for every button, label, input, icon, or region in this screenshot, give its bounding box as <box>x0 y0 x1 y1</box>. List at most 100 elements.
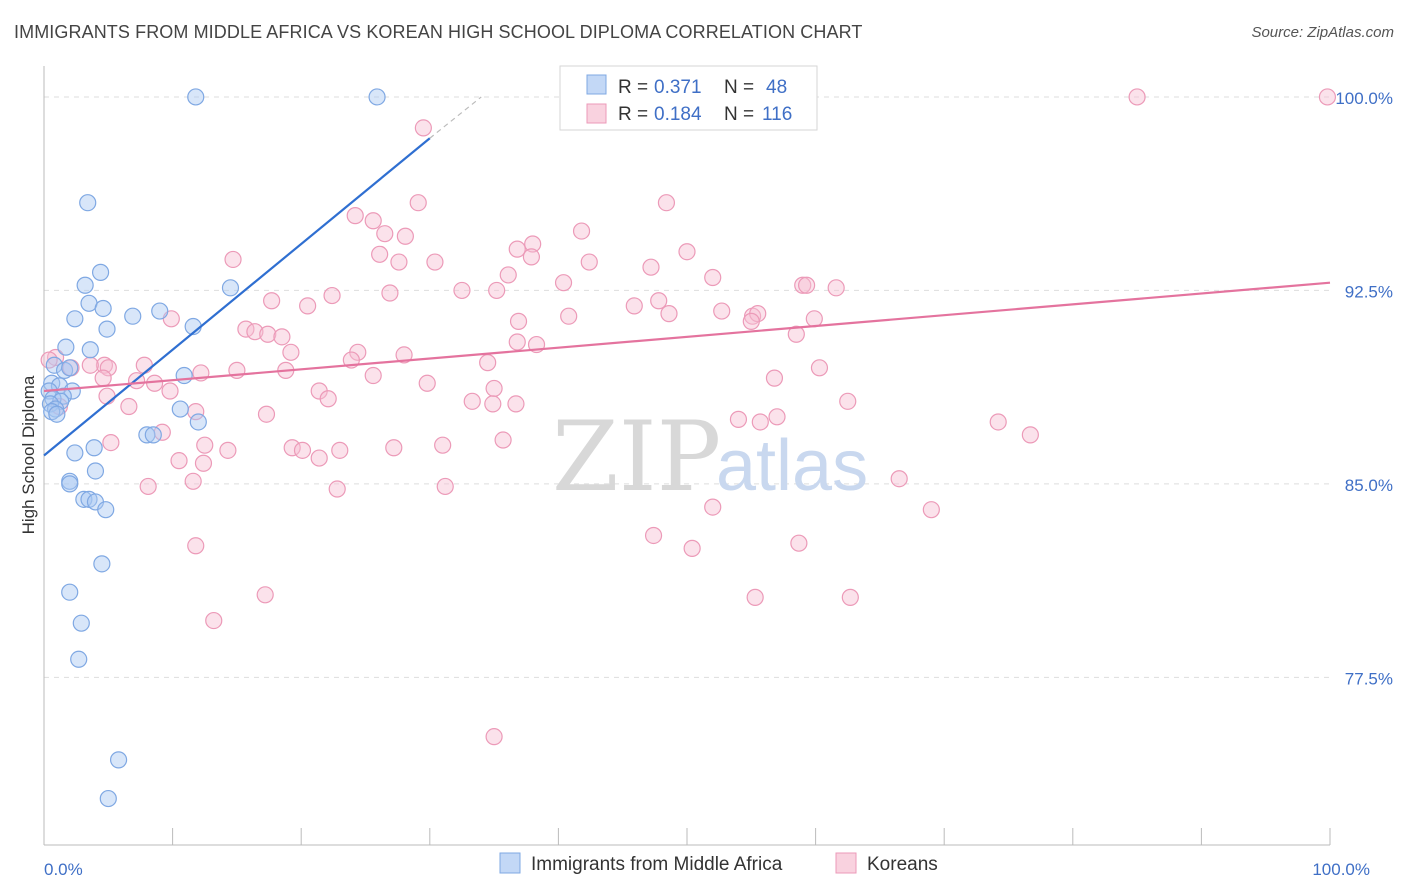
data-point <box>485 379 503 398</box>
data-point <box>170 452 188 470</box>
data-point <box>189 413 207 431</box>
data-point <box>479 354 497 372</box>
y-tick-label: 100.0% <box>1335 89 1393 108</box>
data-point <box>426 253 444 271</box>
data-point <box>323 286 341 305</box>
legend-r-label-1: R = <box>618 77 648 98</box>
data-point <box>120 397 138 416</box>
data-point <box>376 225 394 243</box>
trend-line-koreans <box>43 281 1331 393</box>
data-point <box>572 222 591 240</box>
data-point <box>331 441 349 459</box>
y-tick-label: 92.5% <box>1345 282 1393 301</box>
data-point <box>642 258 660 276</box>
middle-africa-points <box>40 88 386 808</box>
data-point <box>890 470 908 488</box>
data-point <box>124 307 142 325</box>
data-point <box>409 194 427 212</box>
legend-r-value-2: 0.184 <box>654 104 702 125</box>
data-point <box>273 328 291 346</box>
data-point <box>246 323 264 341</box>
bottom-legend-label-1: Immigrants from Middle Africa <box>531 854 783 875</box>
legend-box: R = 0.371 N = 48 R = 0.184 N = 116 <box>559 65 818 131</box>
data-point <box>99 359 117 377</box>
data-point <box>485 728 503 746</box>
data-point <box>135 356 153 374</box>
data-point <box>93 555 111 573</box>
data-point <box>144 426 162 444</box>
data-point <box>453 281 471 300</box>
data-point <box>794 276 812 294</box>
data-point <box>434 436 452 454</box>
data-point <box>98 387 116 405</box>
data-point <box>99 789 117 808</box>
data-point <box>40 351 58 369</box>
data-point <box>109 751 128 769</box>
data-point <box>86 462 105 480</box>
data-point <box>368 88 386 106</box>
data-point <box>414 119 432 137</box>
grid-layer <box>44 96 1330 678</box>
data-point <box>644 526 663 545</box>
data-point <box>381 284 399 302</box>
trend-line-middle-africa <box>43 137 431 457</box>
data-point <box>1021 426 1039 444</box>
data-point <box>94 369 112 387</box>
trend-line-extension <box>429 96 482 139</box>
data-point <box>346 207 364 225</box>
data-point <box>371 245 389 263</box>
data-point <box>161 382 179 400</box>
data-point <box>1128 88 1146 106</box>
data-point <box>484 395 502 413</box>
data-point <box>293 441 312 459</box>
data-point <box>797 276 816 294</box>
data-point <box>171 400 189 418</box>
legend-n-value-2: 116 <box>762 104 792 125</box>
data-point <box>94 299 112 318</box>
data-point <box>746 588 764 606</box>
bottom-legend: Immigrants from Middle Africa Koreans <box>499 852 938 875</box>
data-point <box>827 279 845 297</box>
data-point <box>184 472 202 490</box>
data-point <box>319 390 337 408</box>
data-point <box>364 366 382 385</box>
data-point <box>70 650 88 668</box>
data-point <box>257 405 276 423</box>
data-point <box>524 235 542 253</box>
data-point <box>395 346 413 364</box>
data-point <box>102 434 120 452</box>
data-point <box>72 614 90 632</box>
data-point <box>61 359 79 377</box>
chart-title: IMMIGRANTS FROM MIDDLE AFRICA VS KOREAN … <box>14 22 863 42</box>
data-point <box>508 333 526 351</box>
data-point <box>922 501 940 519</box>
x-tick-label-max: 100.0% <box>1312 860 1370 879</box>
data-point <box>560 307 578 325</box>
data-point <box>175 366 193 385</box>
koreans-points <box>40 88 1337 746</box>
data-point <box>704 268 722 287</box>
data-point <box>768 408 786 426</box>
data-point <box>787 325 805 343</box>
data-point <box>151 302 169 320</box>
legend-n-value-1: 48 <box>766 77 787 98</box>
data-point <box>729 410 748 428</box>
watermark-zip: ZIP <box>552 401 721 513</box>
data-point <box>63 382 81 400</box>
data-point <box>790 534 808 552</box>
data-point <box>224 250 242 269</box>
bottom-legend-swatch-blue <box>499 852 521 874</box>
data-point <box>385 439 403 457</box>
x-ticks <box>43 828 1331 845</box>
data-point <box>66 444 84 462</box>
data-point <box>256 586 274 604</box>
data-point <box>650 292 668 310</box>
legend-swatch-blue <box>586 74 607 95</box>
data-point <box>48 405 66 423</box>
data-point <box>396 227 414 245</box>
data-point <box>1318 88 1337 106</box>
data-point <box>61 475 79 493</box>
data-point <box>299 297 317 315</box>
data-point <box>742 312 760 330</box>
data-point <box>507 395 525 413</box>
